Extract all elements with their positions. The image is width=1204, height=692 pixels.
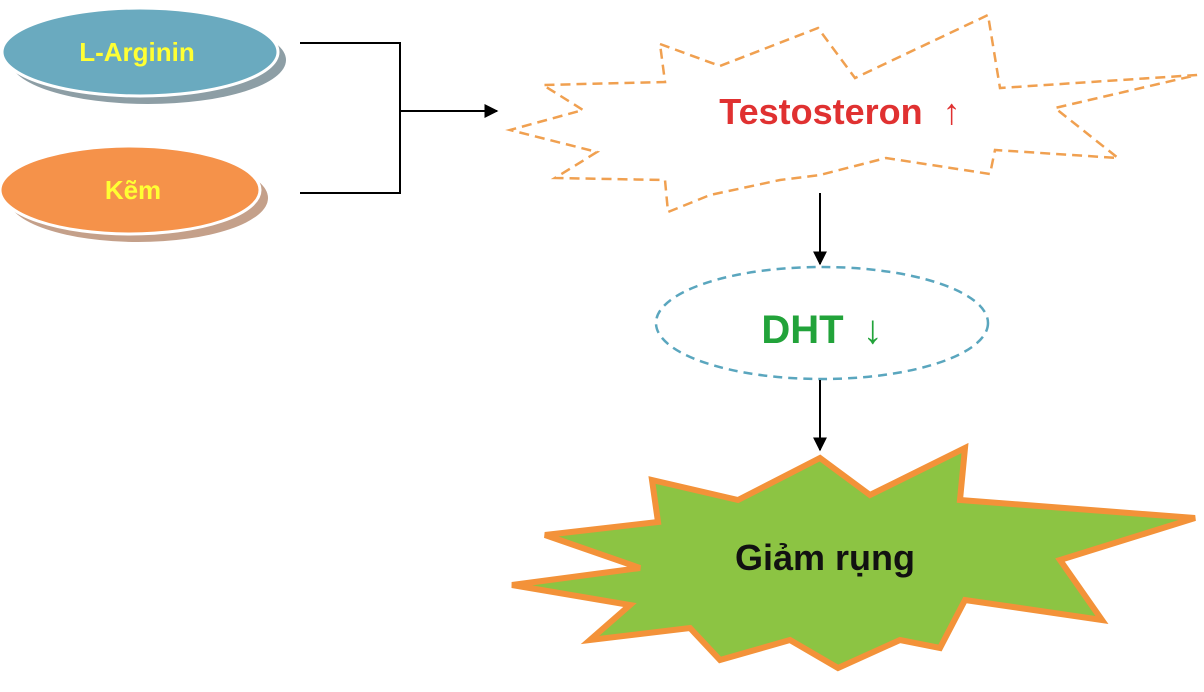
- dht-ellipse: [654, 265, 990, 381]
- bracket-line: [300, 42, 401, 194]
- node-result: Giảm rụng: [511, 442, 1196, 672]
- testosterone-burst: [505, 13, 1198, 214]
- result-burst: [511, 442, 1196, 672]
- connector-inputs: [300, 42, 499, 194]
- dht-label: DHT ↓: [761, 308, 882, 352]
- arginine-ellipse: [0, 6, 280, 98]
- arginine-label: L-Arginin: [79, 37, 195, 67]
- arrow-down-icon: ↓: [863, 308, 883, 352]
- testosterone-label: Testosteron ↑: [719, 91, 960, 132]
- zinc-label: Kẽm: [105, 175, 161, 205]
- node-dht: DHT ↓: [654, 265, 990, 381]
- zinc-ellipse: [0, 144, 262, 236]
- dht-text: DHT: [761, 308, 843, 352]
- result-label: Giảm rụng: [735, 537, 915, 578]
- arrow-up-icon: ↑: [943, 91, 961, 132]
- node-zinc: Kẽm: [0, 144, 268, 242]
- testosterone-text: Testosteron: [719, 91, 922, 132]
- node-testosterone: Testosteron ↑: [505, 13, 1198, 214]
- node-arginine: L-Arginin: [0, 6, 286, 104]
